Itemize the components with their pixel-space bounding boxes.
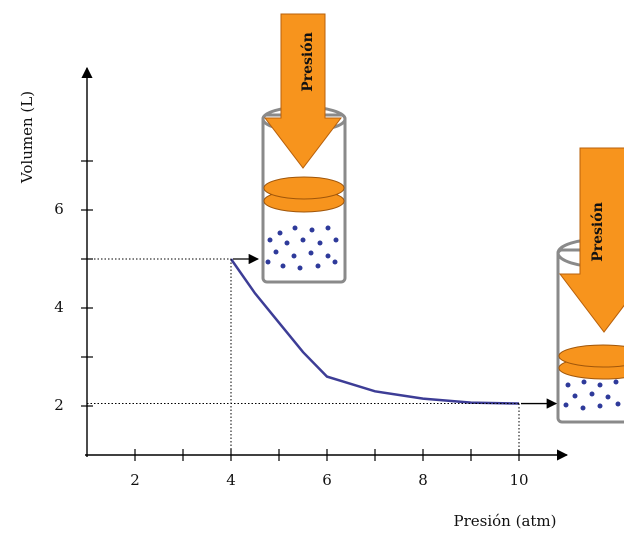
y-tick-label: 6 xyxy=(54,200,64,218)
piston-top xyxy=(263,176,345,200)
piston-top xyxy=(558,344,624,368)
x-axis-label: Presión (atm) xyxy=(454,512,557,530)
pressure-arrow xyxy=(558,147,624,333)
x-tick-label: 2 xyxy=(130,471,140,489)
curve xyxy=(229,258,520,405)
cylinder-1: Presión xyxy=(261,13,347,284)
y-tick-label: 4 xyxy=(54,298,64,316)
particles xyxy=(563,379,621,411)
y-tick-label: 2 xyxy=(54,396,64,414)
x-tick-label: 10 xyxy=(509,471,528,489)
x-tick-label: 6 xyxy=(322,471,332,489)
pressure-label: Presión xyxy=(590,202,606,262)
x-tick-label: 4 xyxy=(226,471,236,489)
x-tick-label: 8 xyxy=(418,471,428,489)
y-axis-label: Volumen (L) xyxy=(18,91,36,184)
pressure-arrow xyxy=(263,13,343,169)
particles xyxy=(265,225,339,271)
cylinder-2: Presión xyxy=(556,147,624,424)
pressure-label: Presión xyxy=(300,32,316,92)
